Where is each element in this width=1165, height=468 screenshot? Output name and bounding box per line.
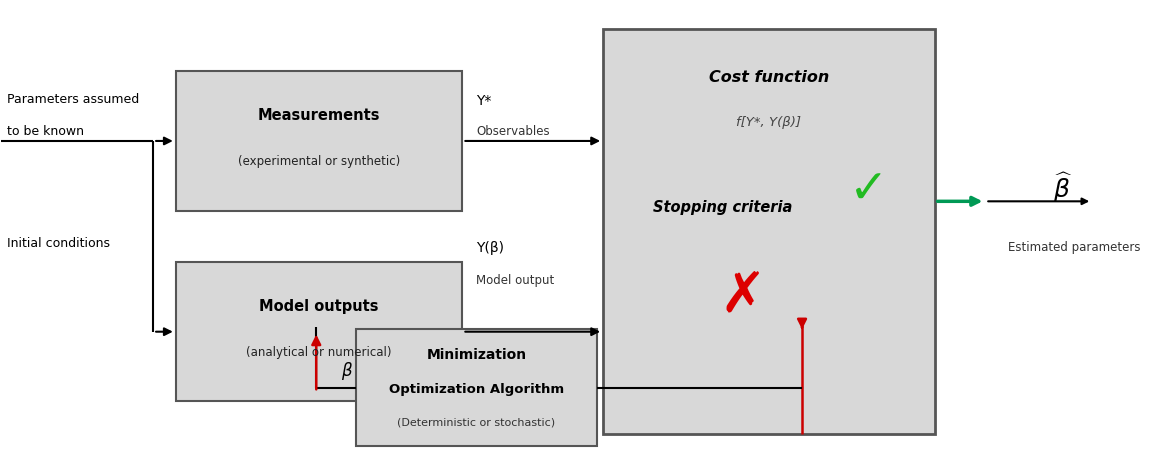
Text: Estimated parameters: Estimated parameters <box>1008 241 1141 255</box>
FancyBboxPatch shape <box>176 262 463 402</box>
Text: $\beta$: $\beta$ <box>341 360 353 382</box>
FancyBboxPatch shape <box>176 71 463 211</box>
Text: f[Y*, Y(β)]: f[Y*, Y(β)] <box>736 116 802 129</box>
Text: Y*: Y* <box>476 95 492 109</box>
Text: Minimization: Minimization <box>426 348 527 362</box>
Text: (experimental or synthetic): (experimental or synthetic) <box>238 155 401 168</box>
Text: Stopping criteria: Stopping criteria <box>652 200 792 215</box>
FancyBboxPatch shape <box>355 329 598 446</box>
Text: Model output: Model output <box>476 274 555 287</box>
Text: (analytical or numerical): (analytical or numerical) <box>246 346 391 359</box>
Text: Cost function: Cost function <box>708 70 829 85</box>
Text: to be known: to be known <box>7 125 84 138</box>
Text: $\widehat{\beta}$: $\widehat{\beta}$ <box>1053 170 1073 205</box>
Text: ✗: ✗ <box>719 270 765 323</box>
Text: (Deterministic or stochastic): (Deterministic or stochastic) <box>397 417 556 427</box>
Text: Parameters assumed: Parameters assumed <box>7 93 140 106</box>
Text: Model outputs: Model outputs <box>260 299 379 314</box>
Text: Initial conditions: Initial conditions <box>7 237 110 250</box>
Text: Observables: Observables <box>476 125 550 138</box>
Text: ✓: ✓ <box>848 168 888 214</box>
Text: Measurements: Measurements <box>257 108 380 124</box>
Text: Y(β): Y(β) <box>476 241 504 255</box>
Text: Optimization Algorithm: Optimization Algorithm <box>389 383 564 396</box>
FancyBboxPatch shape <box>603 29 934 434</box>
